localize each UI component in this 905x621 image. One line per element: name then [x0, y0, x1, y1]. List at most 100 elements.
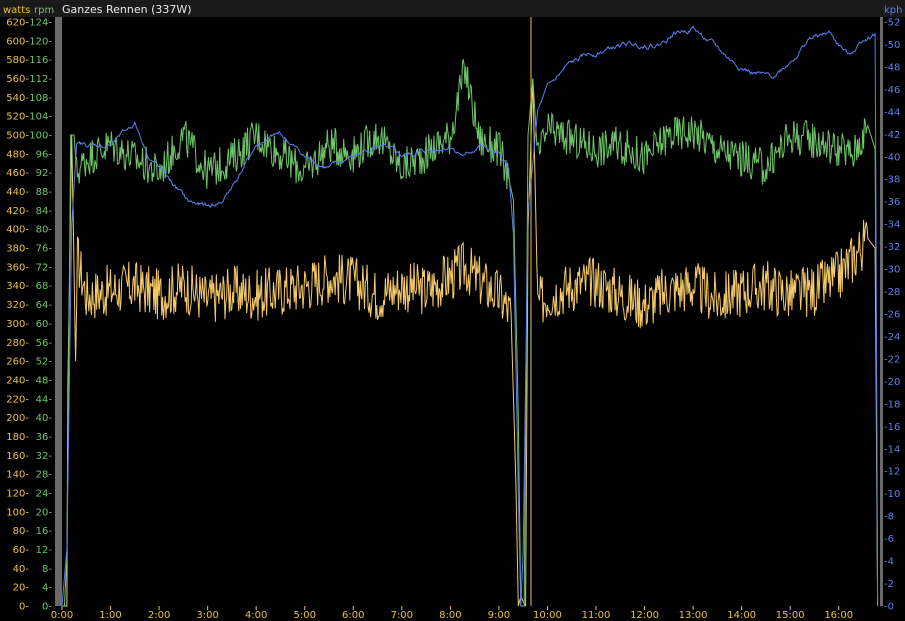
x-tick-label: 11:00 [582, 610, 611, 621]
x-tick-label: 0:00 [51, 610, 73, 621]
kph-tick-label: -40 [884, 152, 900, 163]
rpm-tick-label: 68- [36, 281, 53, 292]
watts-axis-label: watts [3, 5, 30, 16]
x-tick-label: 16:00 [824, 610, 853, 621]
watts-tick-label: 280- [6, 338, 29, 349]
rpm-tick-label: 88- [36, 187, 53, 198]
kph-tick-label: -32 [884, 242, 900, 253]
kph-tick-label: -28 [884, 287, 900, 298]
x-tick-label: 7:00 [391, 610, 413, 621]
watts-tick-label: 340- [6, 281, 29, 292]
kph-tick-label: -24 [884, 332, 900, 343]
watts-tick-label: 580- [6, 55, 29, 66]
kph-series-line [61, 25, 879, 607]
kph-tick-label: -26 [884, 310, 900, 321]
x-tick-label: 6:00 [342, 610, 364, 621]
kph-axis-label: kph [884, 5, 902, 16]
watts-tick-label: 360- [6, 262, 29, 273]
rpm-tick-label: 60- [36, 319, 53, 330]
rpm-tick-label: 24- [36, 488, 53, 499]
kph-tick-label: -46 [884, 85, 900, 96]
watts-tick-label: 40- [13, 564, 30, 575]
rpm-tick-label: 76- [36, 244, 53, 255]
rpm-tick-label: 100- [29, 131, 52, 142]
right-gutter-bar [880, 17, 883, 606]
kph-tick-label: -38 [884, 175, 900, 186]
watts-tick-label: 400- [6, 225, 29, 236]
kph-tick-label: -10 [884, 489, 900, 500]
kph-tick-label: -50 [884, 40, 900, 51]
watts-tick-label: 440- [6, 187, 29, 198]
rpm-tick-label: 56- [36, 338, 53, 349]
watts-tick-label: 300- [6, 319, 29, 330]
rpm-tick-label: 116- [29, 55, 52, 66]
watts-tick-label: 220- [6, 394, 29, 405]
watts-tick-label: 600- [6, 36, 29, 47]
rpm-tick-label: 104- [29, 112, 52, 123]
rpm-tick-label: 16- [36, 526, 53, 537]
x-tick-label: 15:00 [776, 610, 805, 621]
kph-tick-label: -34 [884, 220, 900, 231]
watts-tick-label: 240- [6, 375, 29, 386]
chart-title: Ganzes Rennen (337W) [62, 3, 192, 16]
kph-tick-label: -44 [884, 107, 900, 118]
watts-tick-label: 380- [6, 244, 29, 255]
x-tick-label: 9:00 [488, 610, 510, 621]
watts-tick-label: 100- [6, 507, 29, 518]
watts-tick-label: 320- [6, 300, 29, 311]
x-tick-label: 2:00 [148, 610, 170, 621]
watts-tick-label: 460- [6, 168, 29, 179]
kph-tick-label: -18 [884, 399, 900, 410]
rpm-tick-label: 32- [36, 451, 53, 462]
kph-tick-label: -14 [884, 444, 900, 455]
watts-tick-label: 180- [6, 432, 29, 443]
x-tick-label: 8:00 [439, 610, 461, 621]
rpm-tick-label: 52- [36, 357, 53, 368]
kph-tick-label: -42 [884, 130, 900, 141]
rpm-tick-label: 28- [36, 470, 53, 481]
rpm-tick-label: 80- [36, 225, 53, 236]
x-tick-label: 3:00 [196, 610, 218, 621]
watts-tick-label: 520- [6, 112, 29, 123]
x-tick-label: 4:00 [245, 610, 267, 621]
x-tick-label: 5:00 [293, 610, 315, 621]
kph-tick-label: -20 [884, 377, 900, 388]
rpm-tick-label: 84- [36, 206, 53, 217]
rpm-tick-label: 20- [36, 507, 53, 518]
kph-tick-label: -30 [884, 265, 900, 276]
watts-tick-label: 540- [6, 93, 29, 104]
x-tick-label: 14:00 [727, 610, 756, 621]
kph-tick-label: -8 [884, 512, 894, 523]
rpm-tick-label: 40- [36, 413, 53, 424]
watts-tick-label: 260- [6, 357, 29, 368]
watts-tick-label: 0- [19, 602, 29, 613]
rpm-tick-label: 36- [36, 432, 53, 443]
watts-tick-label: 560- [6, 74, 29, 85]
kph-tick-label: -0 [884, 602, 894, 613]
x-tick-label: 13:00 [679, 610, 708, 621]
kph-tick-label: -48 [884, 62, 900, 73]
watts-series-line [62, 78, 879, 607]
watts-tick-label: 120- [6, 488, 29, 499]
rpm-tick-label: 72- [36, 262, 53, 273]
rpm-tick-label: 44- [36, 394, 53, 405]
rpm-tick-label: 4- [42, 583, 52, 594]
rpm-tick-label: 64- [36, 300, 53, 311]
watts-tick-label: 500- [6, 131, 29, 142]
kph-tick-label: -16 [884, 422, 900, 433]
watts-tick-label: 200- [6, 413, 29, 424]
watts-tick-label: 20- [13, 583, 30, 594]
rpm-series-line [62, 58, 879, 607]
kph-tick-label: -6 [884, 534, 894, 545]
x-tick-label: 10:00 [533, 610, 562, 621]
kph-tick-label: -4 [884, 557, 894, 568]
watts-tick-label: 80- [13, 526, 30, 537]
watts-tick-label: 60- [13, 545, 30, 556]
watts-tick-label: 160- [6, 451, 29, 462]
x-tick-label: 12:00 [630, 610, 659, 621]
kph-tick-label: -2 [884, 579, 894, 590]
rpm-tick-label: 0- [42, 602, 52, 613]
rpm-tick-label: 96- [36, 149, 53, 160]
watts-tick-label: 140- [6, 470, 29, 481]
